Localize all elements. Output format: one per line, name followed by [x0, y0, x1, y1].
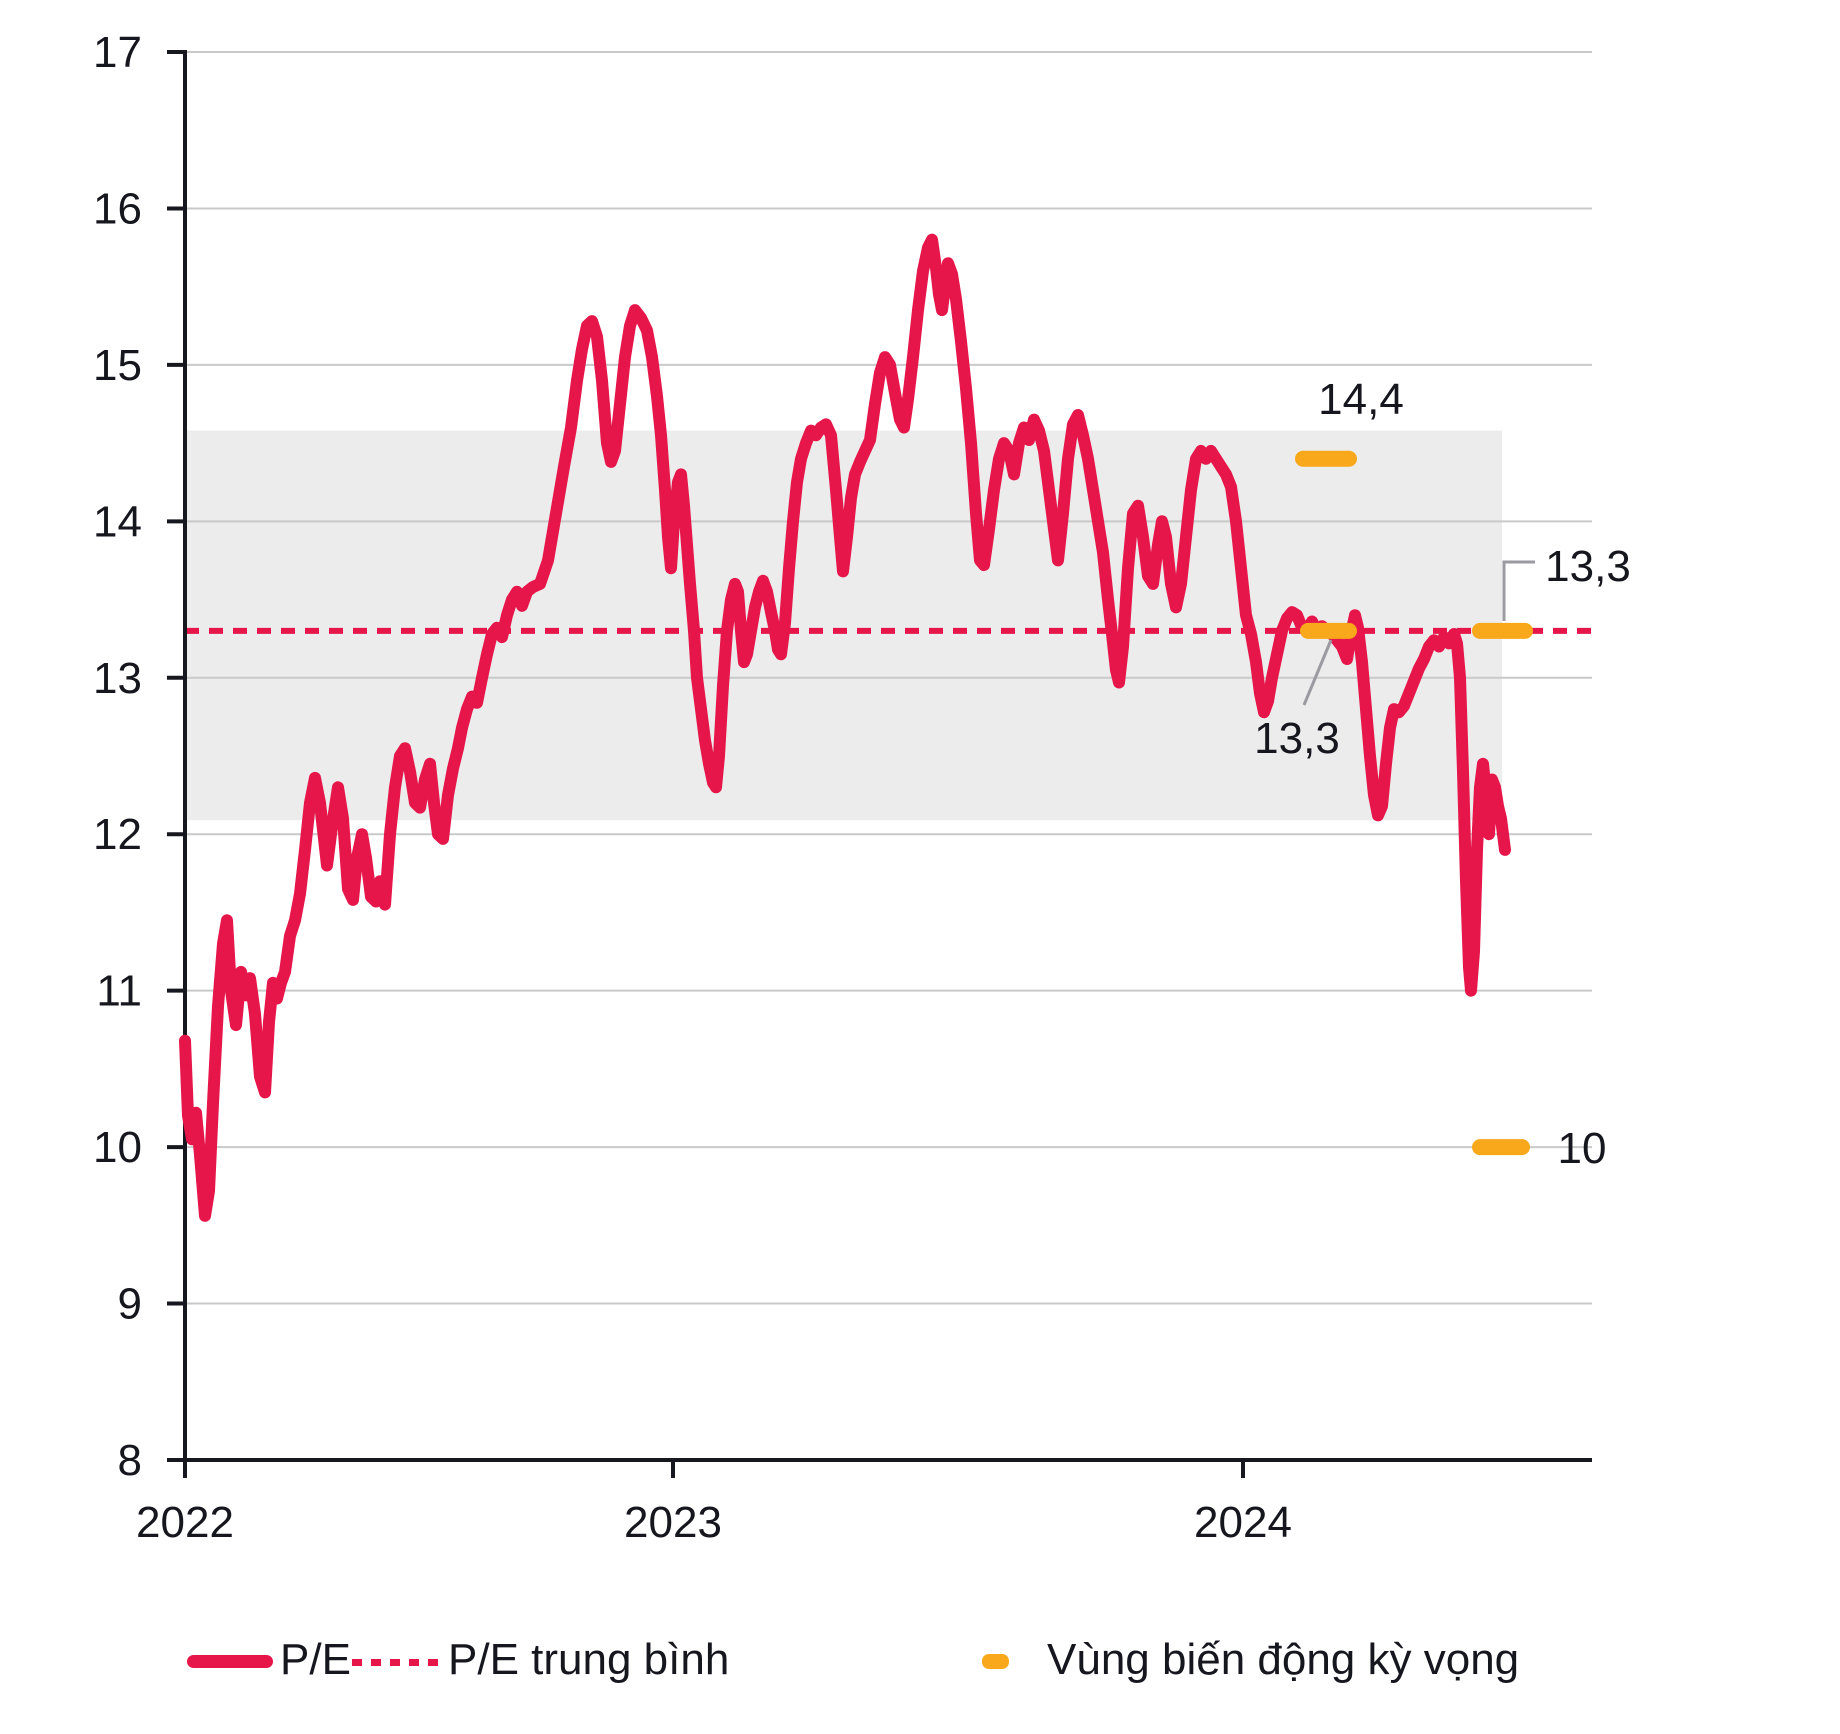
- legend-expected-band-label: Vùng biến động kỳ vọng: [1047, 1635, 1520, 1684]
- y-tick-label: 17: [93, 28, 142, 77]
- legend-pe-label: P/E: [280, 1635, 351, 1684]
- y-tick-label: 10: [93, 1123, 142, 1172]
- y-tick-label: 12: [93, 810, 142, 859]
- marker-value-label: 13,3: [1254, 714, 1340, 763]
- y-tick-label: 8: [118, 1436, 142, 1485]
- y-tick-label: 15: [93, 341, 142, 390]
- y-tick-label: 9: [118, 1280, 142, 1329]
- expected-level-marker: [1295, 450, 1357, 467]
- legend-expected-band-swatch: [982, 1654, 1009, 1669]
- marker-connector: [1502, 560, 1535, 621]
- expected-level-marker: [1300, 622, 1357, 639]
- x-tick-label: 2022: [136, 1498, 234, 1547]
- y-tick-label: 11: [96, 967, 142, 1016]
- marker-value-label: 14,4: [1318, 375, 1404, 424]
- expected-level-marker: [1472, 622, 1533, 639]
- legend-average-dash-swatch: [352, 1659, 440, 1666]
- y-tick-label: 14: [93, 497, 142, 546]
- y-tick-label: 13: [93, 654, 142, 703]
- x-tick-label: 2024: [1194, 1498, 1292, 1547]
- legend-average-label: P/E trung bình: [448, 1635, 730, 1684]
- marker-connector: [1302, 639, 1333, 706]
- expected-level-marker: [1472, 1139, 1530, 1156]
- marker-value-label: 13,3: [1545, 542, 1631, 591]
- y-tick-label: 16: [93, 184, 142, 233]
- x-tick-label: 2023: [624, 1498, 722, 1547]
- marker-value-label: 10: [1558, 1124, 1607, 1173]
- legend-pe-line-swatch: [187, 1655, 273, 1668]
